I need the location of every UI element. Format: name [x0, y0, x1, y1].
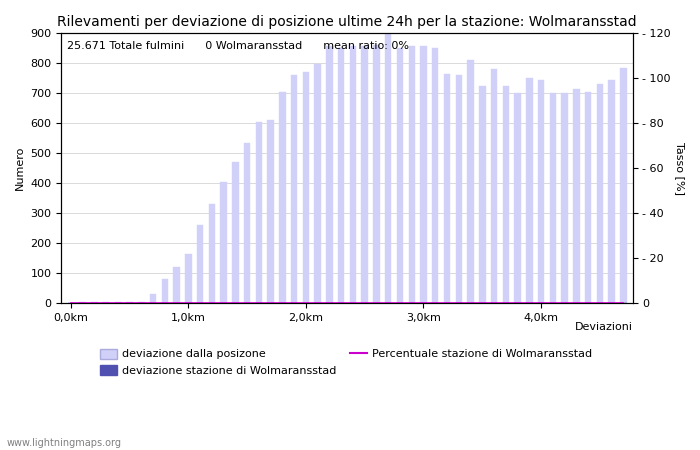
Bar [514, 93, 521, 303]
Bar [444, 73, 450, 303]
Title: Rilevamenti per deviazione di posizione ultime 24h per la stazione: Wolmaranssta: Rilevamenti per deviazione di posizione … [57, 15, 637, 29]
Bar [267, 120, 274, 303]
Bar [302, 72, 309, 303]
Bar [550, 93, 556, 303]
Bar [338, 48, 344, 303]
Bar [291, 75, 298, 303]
Bar [162, 279, 168, 303]
Y-axis label: Numero: Numero [15, 146, 25, 190]
Text: 25.671 Totale fulmini      0 Wolmaransstad      mean ratio: 0%: 25.671 Totale fulmini 0 Wolmaransstad me… [67, 41, 409, 51]
Bar [314, 64, 321, 303]
Bar [220, 182, 227, 303]
Bar [79, 302, 86, 303]
Bar [91, 302, 97, 303]
Bar [138, 302, 145, 303]
Legend: deviazione dalla posizone, deviazione stazione di Wolmaransstad, Percentuale sta: deviazione dalla posizone, deviazione st… [95, 344, 596, 380]
Text: www.lightningmaps.org: www.lightningmaps.org [7, 438, 122, 448]
Bar [573, 89, 580, 303]
Bar [174, 267, 180, 303]
Bar [256, 122, 262, 303]
Bar [127, 302, 133, 303]
Bar [373, 45, 379, 303]
Bar [526, 78, 533, 303]
Bar [150, 294, 156, 303]
Bar [279, 91, 286, 303]
Bar [115, 302, 121, 303]
Y-axis label: Tasso [%]: Tasso [%] [675, 142, 685, 195]
Bar [420, 46, 427, 303]
Bar [585, 91, 591, 303]
Bar [456, 75, 462, 303]
Bar [350, 46, 356, 303]
Bar [361, 46, 368, 303]
Bar [468, 60, 474, 303]
Bar [326, 46, 332, 303]
Bar [608, 80, 615, 303]
Bar [503, 86, 509, 303]
Bar [596, 84, 603, 303]
Bar [232, 162, 239, 303]
Bar [491, 69, 497, 303]
Bar [561, 93, 568, 303]
Bar [385, 33, 391, 303]
Bar [479, 86, 486, 303]
Bar [185, 254, 192, 303]
Bar [409, 46, 415, 303]
Bar [244, 143, 251, 303]
Text: Deviazioni: Deviazioni [575, 322, 633, 333]
Bar [209, 204, 215, 303]
Bar [397, 48, 403, 303]
Bar [197, 225, 204, 303]
Bar [103, 302, 109, 303]
Bar [432, 48, 438, 303]
Bar [620, 68, 626, 303]
Bar [538, 80, 545, 303]
